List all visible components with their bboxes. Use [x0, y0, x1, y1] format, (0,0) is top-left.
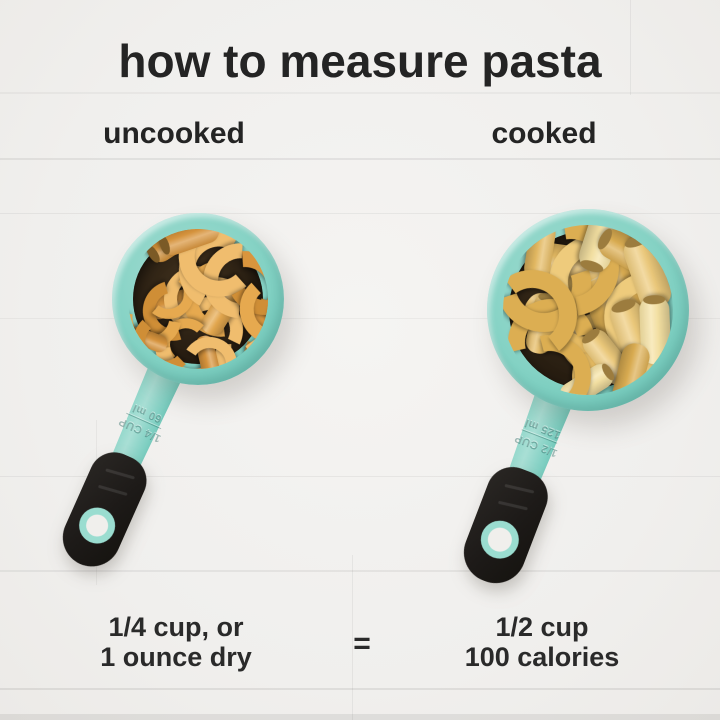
cooked-grip-hang-hole — [475, 515, 525, 565]
macaroni-hole — [642, 294, 666, 306]
hang-hole-opening — [82, 511, 112, 541]
uncooked-grip — [53, 444, 155, 576]
equals-sign: = — [353, 627, 371, 660]
grip-ridge — [497, 500, 528, 511]
uncooked-grip-hang-hole — [73, 501, 121, 550]
cooked-caption-line1: 1/2 cup — [495, 612, 589, 642]
background-bottom-band — [0, 714, 720, 720]
hang-hole-opening — [484, 524, 516, 556]
uncooked-pasta — [128, 229, 268, 369]
grip-ridge — [504, 483, 535, 494]
uncooked-label: uncooked — [103, 117, 245, 150]
grip-ridge — [97, 484, 128, 496]
cooked-grip — [455, 459, 556, 592]
cooked-pasta — [503, 225, 673, 395]
cooked-label: cooked — [491, 117, 597, 150]
background-plank-line — [0, 92, 720, 94]
macaroni-hole — [143, 243, 162, 265]
background-plank-line — [0, 570, 720, 572]
uncooked-caption-line1: 1/4 cup, or — [108, 612, 244, 642]
uncooked-caption-line2: 1 ounce dry — [100, 642, 252, 672]
background-plank-line — [0, 688, 720, 690]
background-plank-line — [0, 158, 720, 160]
cooked-caption-line2: 100 calories — [464, 642, 620, 672]
macaroni-piece — [132, 310, 196, 369]
page-title: how to measure pasta — [118, 35, 602, 87]
grip-ridge — [105, 468, 135, 480]
cooked-caption: 1/2 cup 100 calories — [465, 612, 620, 672]
uncooked-caption: 1/4 cup, or 1 ounce dry — [100, 612, 252, 672]
